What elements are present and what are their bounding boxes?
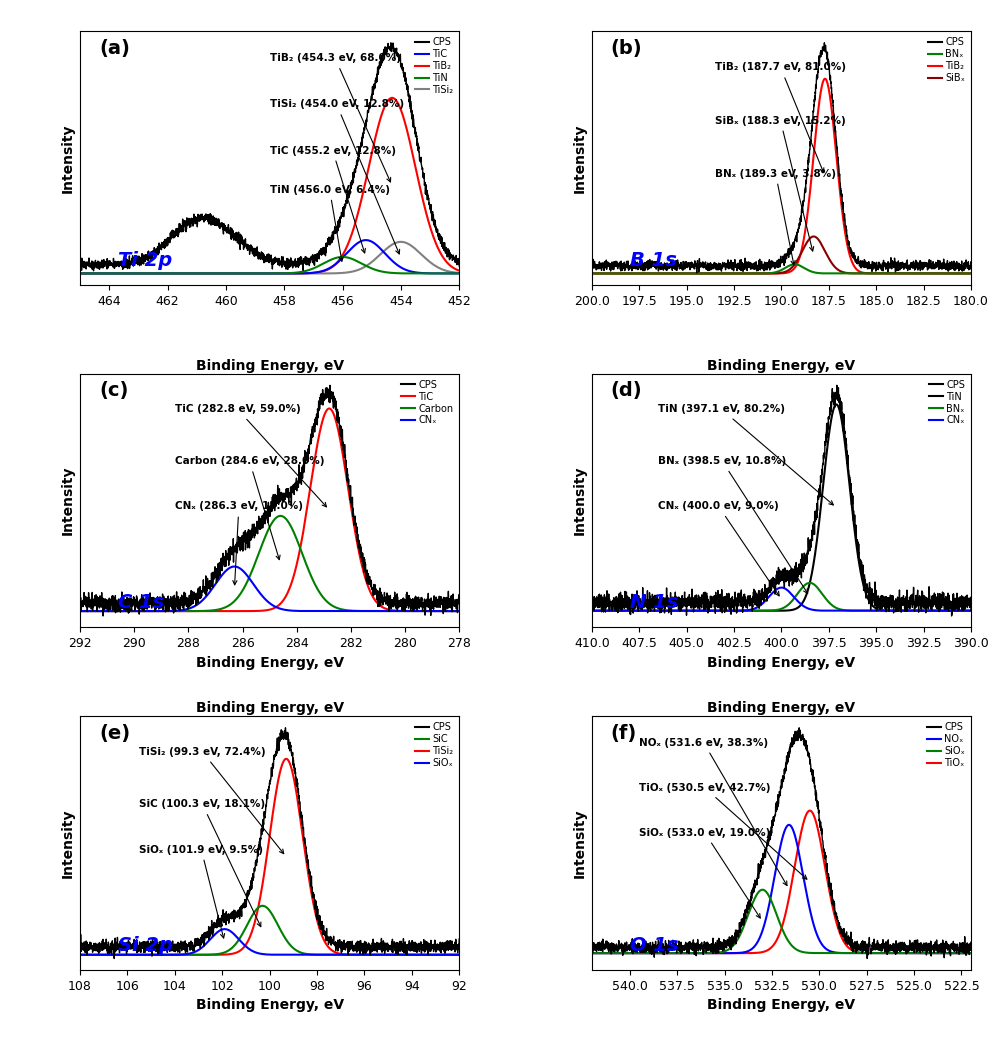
Y-axis label: Intensity: Intensity — [573, 466, 587, 535]
Y-axis label: Intensity: Intensity — [60, 123, 74, 193]
Legend: CPS, SiC, TiSi₂, SiOₓ: CPS, SiC, TiSi₂, SiOₓ — [413, 721, 454, 769]
Text: B 1s: B 1s — [630, 250, 677, 270]
Text: Carbon (284.6 eV, 28.0%): Carbon (284.6 eV, 28.0%) — [175, 457, 324, 560]
Y-axis label: Intensity: Intensity — [60, 808, 74, 878]
Text: CNₓ (400.0 eV, 9.0%): CNₓ (400.0 eV, 9.0%) — [659, 502, 779, 596]
Text: SiC (100.3 eV, 18.1%): SiC (100.3 eV, 18.1%) — [139, 799, 265, 926]
Text: TiSi₂ (99.3 eV, 72.4%): TiSi₂ (99.3 eV, 72.4%) — [139, 747, 283, 853]
Text: (d): (d) — [611, 382, 643, 401]
Text: (f): (f) — [611, 724, 637, 743]
Text: BNₓ (398.5 eV, 10.8%): BNₓ (398.5 eV, 10.8%) — [659, 456, 808, 593]
Text: TiN (456.0 eV, 6.4%): TiN (456.0 eV, 6.4%) — [269, 185, 389, 261]
Title: Binding Energy, eV: Binding Energy, eV — [708, 701, 856, 715]
Text: SiBₓ (188.3 eV, 15.2%): SiBₓ (188.3 eV, 15.2%) — [715, 116, 846, 251]
Text: (e): (e) — [99, 724, 130, 743]
Legend: CPS, TiC, TiB₂, TiN, TiSi₂: CPS, TiC, TiB₂, TiN, TiSi₂ — [413, 37, 454, 96]
Legend: CPS, NOₓ, SiOₓ, TiOₓ: CPS, NOₓ, SiOₓ, TiOₓ — [926, 721, 966, 769]
Y-axis label: Intensity: Intensity — [573, 123, 587, 193]
Text: SiOₓ (533.0 eV, 19.0%): SiOₓ (533.0 eV, 19.0%) — [640, 828, 771, 918]
Title: Binding Energy, eV: Binding Energy, eV — [195, 701, 343, 715]
Text: TiC (455.2 eV, 12.8%): TiC (455.2 eV, 12.8%) — [269, 146, 395, 253]
X-axis label: Binding Energy, eV: Binding Energy, eV — [195, 998, 343, 1013]
Text: TiB₂ (187.7 eV, 81.0%): TiB₂ (187.7 eV, 81.0%) — [715, 63, 846, 172]
Legend: CPS, BNₓ, TiB₂, SiBₓ: CPS, BNₓ, TiB₂, SiBₓ — [927, 37, 966, 83]
Y-axis label: Intensity: Intensity — [573, 808, 587, 878]
Text: N 1s: N 1s — [630, 593, 678, 612]
Legend: CPS, TiC, Carbon, CNₓ: CPS, TiC, Carbon, CNₓ — [399, 379, 454, 427]
Y-axis label: Intensity: Intensity — [60, 466, 74, 535]
Text: NOₓ (531.6 eV, 38.3%): NOₓ (531.6 eV, 38.3%) — [640, 737, 787, 886]
X-axis label: Binding Energy, eV: Binding Energy, eV — [708, 656, 856, 670]
Text: O 1s: O 1s — [630, 936, 679, 954]
Text: BNₓ (189.3 eV, 3.8%): BNₓ (189.3 eV, 3.8%) — [715, 169, 836, 265]
Text: (c): (c) — [99, 382, 128, 401]
Legend: CPS, TiN, BNₓ, CNₓ: CPS, TiN, BNₓ, CNₓ — [928, 379, 966, 427]
Title: Binding Energy, eV: Binding Energy, eV — [708, 359, 856, 372]
Text: Ti 2p: Ti 2p — [118, 250, 172, 270]
Text: TiB₂ (454.3 eV, 68.0%): TiB₂ (454.3 eV, 68.0%) — [269, 53, 400, 181]
Title: Binding Energy, eV: Binding Energy, eV — [195, 359, 343, 372]
Text: TiN (397.1 eV, 80.2%): TiN (397.1 eV, 80.2%) — [659, 405, 833, 505]
Text: C 1s: C 1s — [118, 593, 164, 612]
Text: Si 2p: Si 2p — [118, 936, 173, 954]
Text: TiC (282.8 eV, 59.0%): TiC (282.8 eV, 59.0%) — [175, 405, 326, 507]
Text: (a): (a) — [99, 39, 130, 58]
Text: CNₓ (286.3 eV, 13.0%): CNₓ (286.3 eV, 13.0%) — [175, 502, 303, 585]
Text: (b): (b) — [611, 39, 643, 58]
X-axis label: Binding Energy, eV: Binding Energy, eV — [708, 998, 856, 1013]
X-axis label: Binding Energy, eV: Binding Energy, eV — [195, 656, 343, 670]
Text: SiOₓ (101.9 eV, 9.5%): SiOₓ (101.9 eV, 9.5%) — [139, 845, 263, 938]
Text: TiSi₂ (454.0 eV, 12.8%): TiSi₂ (454.0 eV, 12.8%) — [269, 99, 403, 253]
Text: TiOₓ (530.5 eV, 42.7%): TiOₓ (530.5 eV, 42.7%) — [640, 783, 807, 879]
